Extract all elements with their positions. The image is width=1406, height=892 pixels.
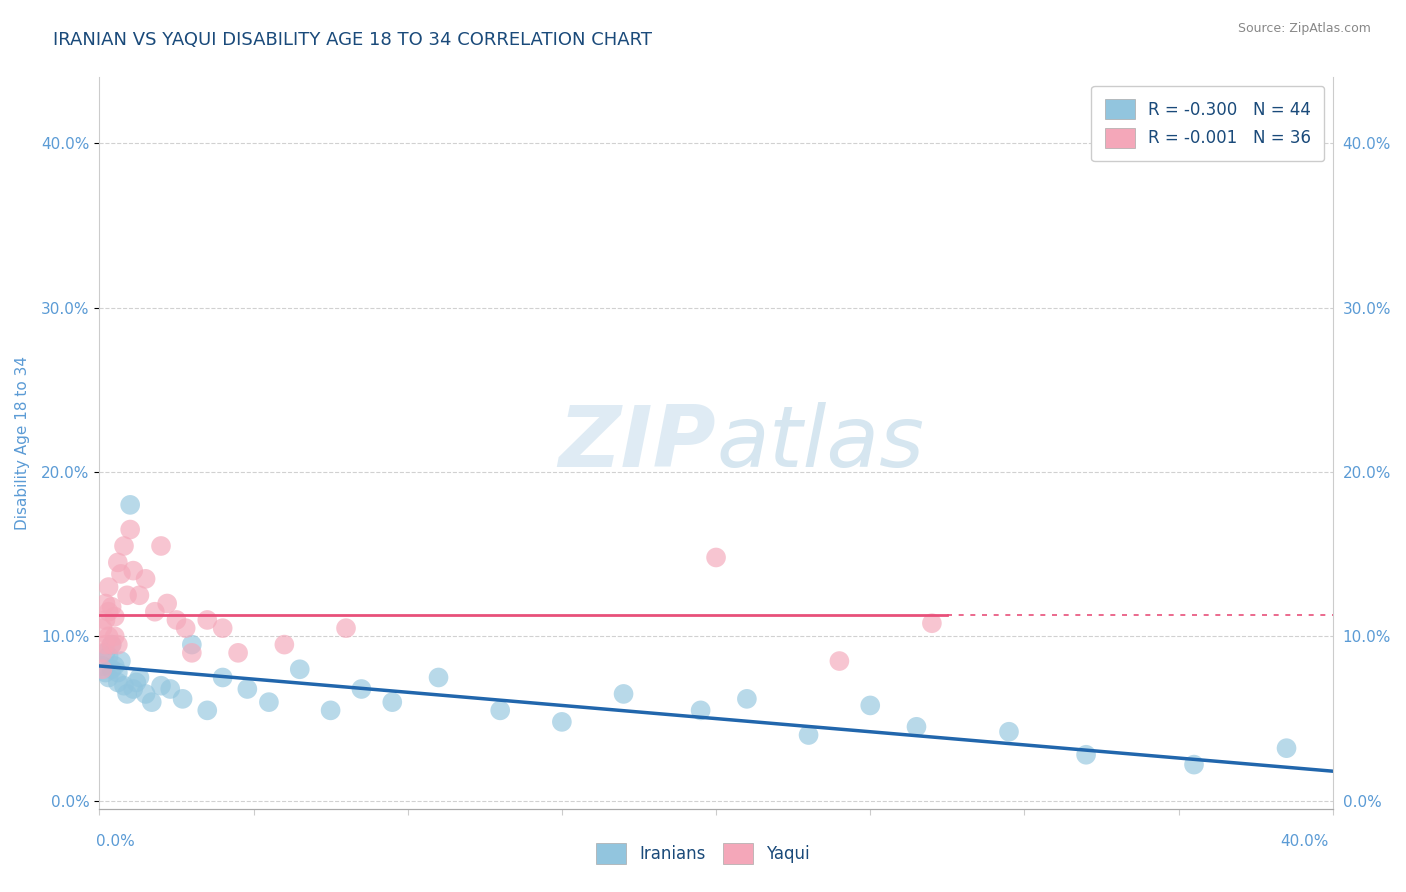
- Point: [135, 572, 157, 586]
- Point: [107, 638, 129, 652]
- Legend: R = -0.300   N = 44, R = -0.001   N = 36: R = -0.300 N = 44, R = -0.001 N = 36: [1091, 86, 1324, 161]
- Point: [94, 646, 117, 660]
- Point: [91, 646, 114, 660]
- Point: [115, 687, 138, 701]
- Point: [125, 675, 148, 690]
- Legend: Iranians, Yaqui: Iranians, Yaqui: [589, 837, 817, 871]
- Point: [427, 671, 450, 685]
- Point: [107, 556, 129, 570]
- Point: [551, 714, 574, 729]
- Point: [689, 703, 711, 717]
- Point: [104, 659, 127, 673]
- Point: [104, 609, 127, 624]
- Point: [612, 687, 634, 701]
- Point: [905, 720, 928, 734]
- Point: [94, 613, 117, 627]
- Point: [273, 638, 295, 652]
- Point: [998, 724, 1021, 739]
- Text: IRANIAN VS YAQUI DISABILITY AGE 18 TO 34 CORRELATION CHART: IRANIAN VS YAQUI DISABILITY AGE 18 TO 34…: [53, 31, 652, 49]
- Point: [97, 605, 120, 619]
- Point: [211, 621, 233, 635]
- Point: [120, 523, 142, 537]
- Y-axis label: Disability Age 18 to 34: Disability Age 18 to 34: [15, 356, 30, 530]
- Point: [143, 605, 166, 619]
- Point: [180, 646, 202, 660]
- Point: [110, 566, 132, 581]
- Point: [128, 588, 150, 602]
- Point: [115, 588, 138, 602]
- Point: [107, 675, 129, 690]
- Text: Source: ZipAtlas.com: Source: ZipAtlas.com: [1237, 22, 1371, 36]
- Point: [97, 671, 120, 685]
- Point: [1074, 747, 1097, 762]
- Point: [735, 691, 758, 706]
- Point: [211, 671, 233, 685]
- Point: [797, 728, 820, 742]
- Point: [236, 681, 259, 696]
- Point: [174, 621, 197, 635]
- Point: [180, 638, 202, 652]
- Point: [156, 597, 179, 611]
- Point: [97, 580, 120, 594]
- Point: [100, 638, 122, 652]
- Point: [94, 638, 117, 652]
- Point: [94, 665, 117, 680]
- Point: [104, 629, 127, 643]
- Point: [381, 695, 404, 709]
- Point: [1182, 757, 1205, 772]
- Point: [100, 638, 122, 652]
- Point: [195, 703, 218, 717]
- Point: [288, 662, 311, 676]
- Point: [107, 665, 129, 680]
- Text: ZIP: ZIP: [558, 401, 716, 484]
- Point: [335, 621, 357, 635]
- Text: 40.0%: 40.0%: [1281, 834, 1329, 849]
- Point: [350, 681, 373, 696]
- Point: [226, 646, 249, 660]
- Text: 0.0%: 0.0%: [96, 834, 135, 849]
- Point: [110, 654, 132, 668]
- Point: [704, 550, 727, 565]
- Point: [122, 681, 145, 696]
- Point: [120, 498, 142, 512]
- Point: [150, 679, 173, 693]
- Point: [319, 703, 342, 717]
- Point: [159, 681, 181, 696]
- Point: [172, 691, 194, 706]
- Point: [91, 621, 114, 635]
- Point: [489, 703, 512, 717]
- Point: [91, 659, 114, 673]
- Point: [100, 662, 122, 676]
- Point: [141, 695, 163, 709]
- Point: [150, 539, 173, 553]
- Text: atlas: atlas: [716, 401, 924, 484]
- Point: [97, 629, 120, 643]
- Point: [128, 671, 150, 685]
- Point: [112, 679, 135, 693]
- Point: [1275, 741, 1298, 756]
- Point: [195, 613, 218, 627]
- Point: [97, 649, 120, 664]
- Point: [91, 662, 114, 676]
- Point: [94, 597, 117, 611]
- Point: [100, 599, 122, 614]
- Point: [859, 698, 882, 713]
- Point: [135, 687, 157, 701]
- Point: [257, 695, 280, 709]
- Point: [165, 613, 187, 627]
- Point: [112, 539, 135, 553]
- Point: [828, 654, 851, 668]
- Point: [122, 564, 145, 578]
- Point: [921, 616, 943, 631]
